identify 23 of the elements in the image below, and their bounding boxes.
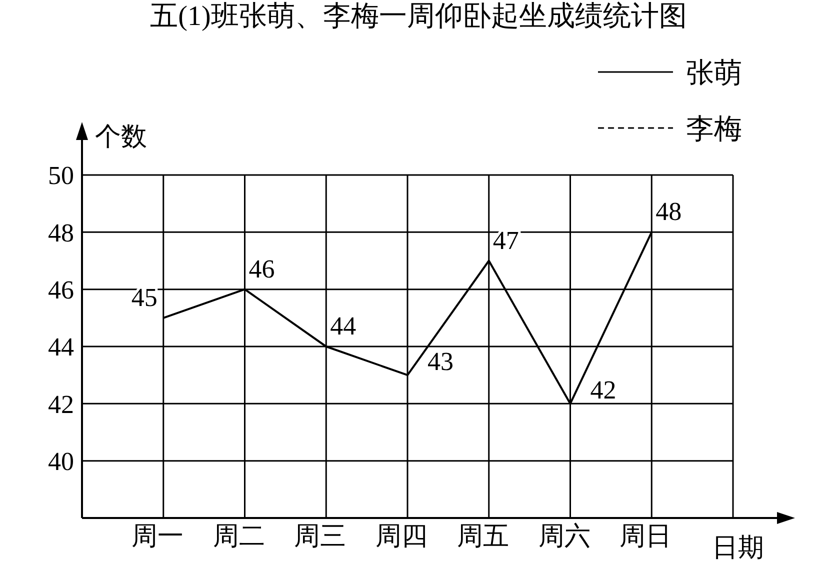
x-tick-label: 周六 [538,521,590,550]
x-tick-label: 周二 [212,521,265,550]
legend-label: 李梅 [686,114,742,145]
data-label: 48 [656,197,682,226]
data-label: 42 [590,376,616,405]
x-axis-title: 日期 [712,533,764,562]
x-tick-label: 周一 [131,521,184,550]
y-tick-label: 46 [48,276,74,305]
y-axis-title: 个数 [95,122,147,151]
y-tick-label: 48 [48,218,74,248]
x-tick-label: 周四 [376,521,428,550]
legend-label: 张萌 [686,58,742,89]
data-label: 43 [428,347,454,376]
y-tick-label: 50 [48,161,74,190]
data-label: 46 [248,254,275,284]
y-tick-label: 42 [48,390,74,419]
chart-title: 五(1)班张萌、李梅一周仰卧起坐成绩统计图 [149,0,688,34]
y-tick-label: 44 [48,332,74,362]
x-tick-label: 周日 [620,521,672,550]
x-tick-label: 周五 [456,521,509,550]
data-label: 44 [330,312,356,340]
x-tick-label: 周三 [294,521,346,550]
y-tick-label: 40 [48,447,74,476]
